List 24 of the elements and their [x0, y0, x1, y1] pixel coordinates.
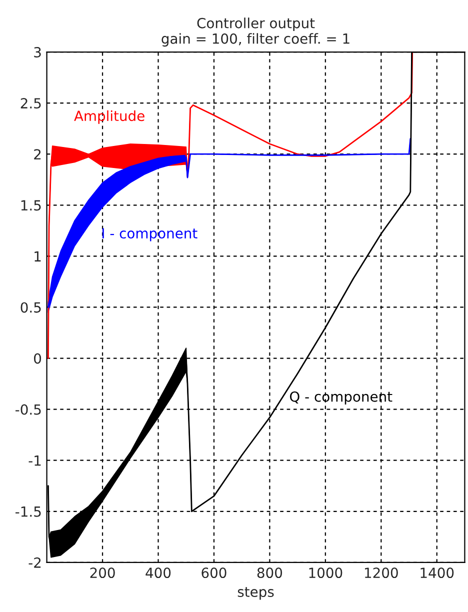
y-tick-label: 2 [34, 149, 41, 160]
x-tick-label: 1400 [420, 568, 454, 578]
series-label: I - component [102, 228, 198, 242]
x-tick-label: 200 [90, 568, 115, 578]
y-tick-label: -2 [28, 557, 41, 568]
y-tick-label: 2.5 [20, 98, 41, 109]
y-tick-label: -1.5 [16, 506, 41, 517]
x-tick-label: 400 [146, 568, 171, 578]
x-axis-title: steps [238, 587, 274, 600]
x-tick-label: 1200 [364, 568, 398, 578]
x-tick-label: 800 [257, 568, 282, 578]
y-tick-label: -0.5 [16, 404, 41, 415]
x-tick-label: 1000 [309, 568, 342, 578]
x-tick-label: 600 [202, 568, 226, 578]
y-tick-label: -1 [28, 455, 41, 466]
y-tick-label: 1 [34, 251, 41, 262]
text: Amplitude [74, 110, 144, 124]
chart-title: Controller output [197, 18, 315, 32]
series-label: Q - component [290, 391, 392, 405]
y-tick-label: 3 [34, 46, 41, 58]
y-tick-label: 0 [34, 353, 42, 364]
y-tick-label: 1.5 [21, 200, 41, 211]
y-tick-label: 0.5 [20, 302, 41, 313]
chart-subtitle: gain = 100, filter coeff. = 1 [162, 33, 350, 47]
